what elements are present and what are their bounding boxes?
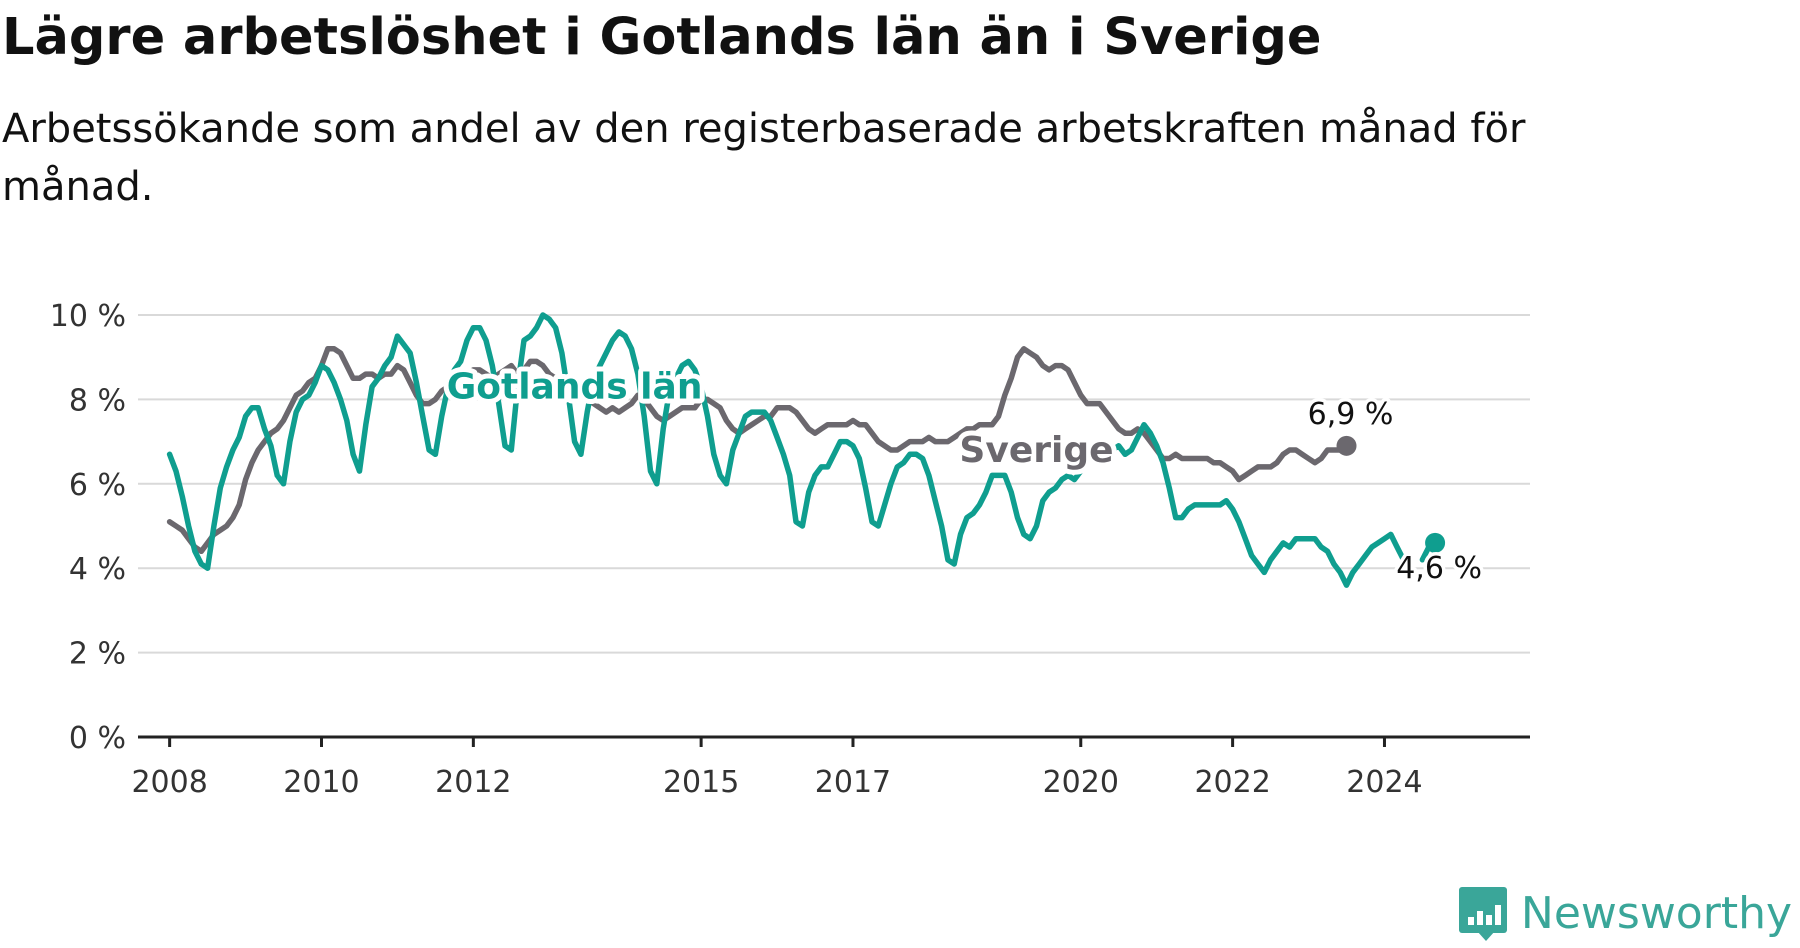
- x-tick-label: 2008: [131, 765, 207, 800]
- y-tick-label: 8 %: [69, 383, 126, 418]
- chart-title: Lägre arbetslöshet i Gotlands län än i S…: [2, 8, 1322, 67]
- series-line-sverige: [166, 346, 1350, 555]
- y-tick-label: 2 %: [69, 637, 126, 672]
- x-tick-label: 2010: [283, 765, 359, 800]
- x-tick-label: 2017: [815, 765, 891, 800]
- x-tick-label: 2020: [1043, 765, 1119, 800]
- end-label-sverige: 6,9 %: [1308, 397, 1394, 432]
- y-tick-label: 0 %: [69, 721, 126, 756]
- x-tick-label: 2024: [1346, 765, 1422, 800]
- series-label-gotlands-l-n: Gotlands län: [447, 367, 703, 408]
- y-tick-label: 4 %: [69, 552, 126, 587]
- newsworthy-logo: Newsworthy: [1455, 880, 1792, 946]
- y-tick-label: 6 %: [69, 468, 126, 503]
- series-line-gotlands-l-n: [166, 312, 1438, 588]
- chart-subtitle: Arbetssökande som andel av den registerb…: [2, 106, 1526, 210]
- logo-text: Newsworthy: [1520, 887, 1792, 939]
- end-point-gotlands-l-n: [1425, 532, 1446, 553]
- chat-bar-chart-icon: [1455, 883, 1511, 943]
- x-tick-label: 2012: [435, 765, 511, 800]
- x-tick-label: 2015: [663, 765, 739, 800]
- end-point-sverige: [1336, 435, 1357, 456]
- x-tick-label: 2022: [1194, 765, 1270, 800]
- end-label-gotlands-l-n: 4,6 %: [1396, 551, 1482, 586]
- y-tick-label: 10 %: [50, 299, 126, 334]
- series-label-sverige: Sverige: [959, 430, 1113, 471]
